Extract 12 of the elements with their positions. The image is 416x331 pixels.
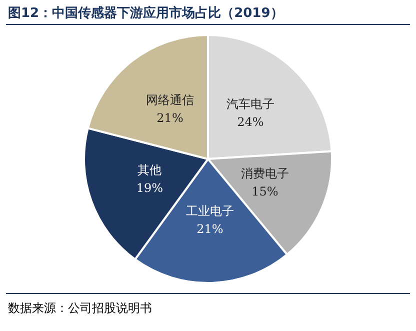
- data-label: 24%: [237, 114, 264, 129]
- slice-label: 其他: [138, 163, 162, 178]
- slice-label: 工业电子: [186, 204, 234, 218]
- slice-label: 网络通信: [146, 93, 194, 108]
- data-label: 15%: [252, 184, 278, 199]
- slice-label: 消费电子: [240, 166, 289, 181]
- data-label: 21%: [156, 111, 184, 126]
- chart-title: 图12：中国传感器下游应用市场占比（2019）: [8, 4, 284, 22]
- slice-label: 汽车电子: [226, 96, 274, 111]
- data-label: 21%: [196, 222, 224, 236]
- data-label: 19%: [136, 181, 163, 196]
- source-note: 数据来源：公司招股说明书: [8, 300, 152, 317]
